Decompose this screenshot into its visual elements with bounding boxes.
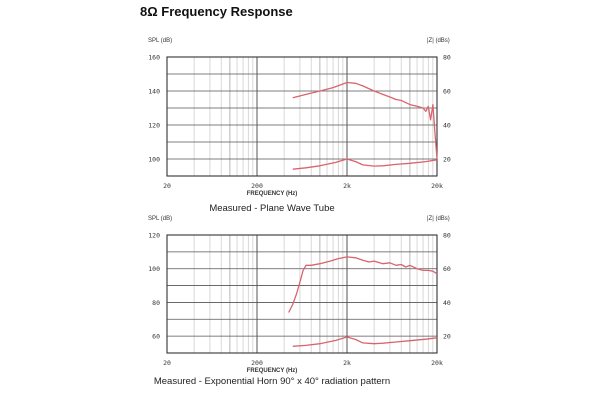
x-tick-label: 20 <box>163 182 171 190</box>
y-tick-right-label: 40 <box>443 122 451 130</box>
y-tick-right-label: 60 <box>443 88 451 96</box>
y-tick-left-label: 140 <box>148 88 160 96</box>
y-axis-right-label: |Z| (dBs) <box>427 216 450 222</box>
spl-line <box>288 256 438 313</box>
y-tick-right-label: 20 <box>443 333 451 341</box>
grid <box>166 234 437 354</box>
x-axis-label: FREQUENCY (Hz) <box>247 191 298 197</box>
y-tick-left-label: 80 <box>152 299 160 307</box>
x-tick-label: 20k <box>431 359 443 367</box>
y-tick-left-label: 60 <box>152 333 160 341</box>
x-tick-label: 200 <box>251 182 263 190</box>
x-axis-label: FREQUENCY (Hz) <box>247 368 298 374</box>
y-tick-right-label: 20 <box>443 156 451 164</box>
x-tick-label: 2k <box>343 359 351 367</box>
y-tick-left-label: 160 <box>148 54 160 62</box>
impedance-line <box>292 336 438 347</box>
grid <box>166 56 437 177</box>
chart-caption: Measured - Exponential Horn 90° x 40° ra… <box>154 376 390 387</box>
y-tick-left-label: 100 <box>148 156 160 164</box>
x-tick-label: 200 <box>251 359 263 367</box>
chart-plane-wave-tube: SPL (dB) |Z| (dBs) 100 120 140 160 20 40 60 80 20 2… <box>148 38 451 214</box>
page-title: 8Ω Frequency Response <box>140 4 293 19</box>
y-tick-right-label: 80 <box>443 232 451 240</box>
y-axis-right-label: |Z| (dBs) <box>427 38 450 44</box>
y-tick-left-label: 120 <box>148 122 160 130</box>
y-tick-right-label: 60 <box>443 265 451 273</box>
x-tick-label: 20k <box>431 182 443 190</box>
impedance-line <box>292 158 438 170</box>
chart-caption: Measured - Plane Wave Tube <box>209 203 334 214</box>
y-tick-left-label: 120 <box>148 232 160 240</box>
chart-exponential-horn: SPL (dB) |Z| (dBs) 60 80 100 120 20 40 60 80 20 200… <box>148 216 451 387</box>
plot-frame <box>166 234 438 354</box>
y-tick-left-label: 100 <box>148 265 160 273</box>
plot-frame <box>166 56 438 177</box>
y-axis-left-label: SPL (dB) <box>148 216 172 222</box>
x-tick-label: 20 <box>163 359 171 367</box>
spl-line <box>292 81 438 160</box>
x-tick-label: 2k <box>343 182 351 190</box>
y-tick-right-label: 40 <box>443 299 451 307</box>
y-axis-left-label: SPL (dB) <box>148 38 172 44</box>
y-tick-right-label: 80 <box>443 54 451 62</box>
